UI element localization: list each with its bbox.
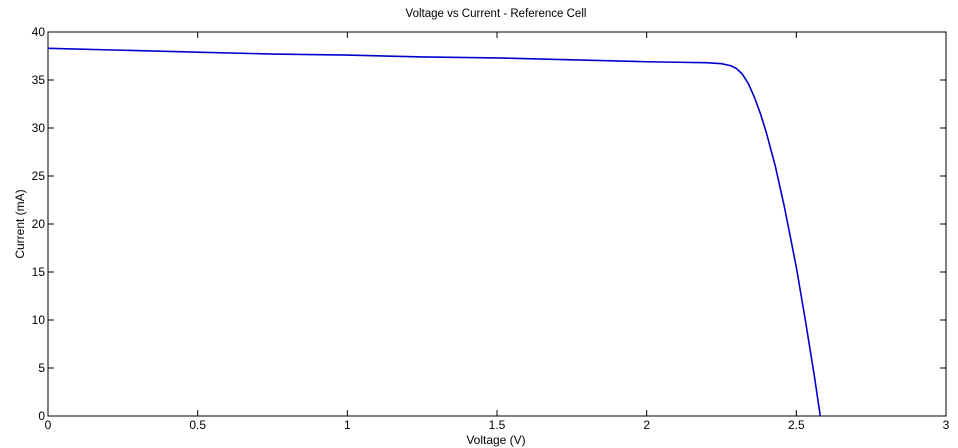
series-line (47, 47, 822, 417)
y-tick-label: 35 (32, 73, 46, 87)
y-tick-label: 5 (38, 361, 45, 375)
y-tick-label: 25 (32, 169, 46, 183)
x-tick-label: 0.5 (189, 418, 206, 432)
y-tick-label: 30 (32, 121, 46, 135)
x-tick-label: 0 (45, 418, 52, 432)
axis-ticks (47, 31, 947, 417)
chart-title: Voltage vs Current - Reference Cell (406, 8, 587, 20)
y-tick-label: 10 (32, 313, 46, 327)
y-tick-label: 15 (32, 265, 46, 279)
y-tick-label: 0 (38, 409, 45, 423)
x-tick-label: 2.5 (788, 418, 805, 432)
x-tick-label: 1.5 (489, 418, 506, 432)
x-tick-label: 3 (943, 418, 950, 432)
x-tick-label: 2 (643, 418, 650, 432)
y-axis-label: Current (mA) (13, 189, 27, 258)
x-tick-label: 1 (344, 418, 351, 432)
y-tick-label: 40 (32, 25, 46, 39)
y-tick-label: 20 (32, 217, 46, 231)
plot-area (47, 31, 947, 417)
x-axis-label: Voltage (V) (466, 433, 525, 447)
